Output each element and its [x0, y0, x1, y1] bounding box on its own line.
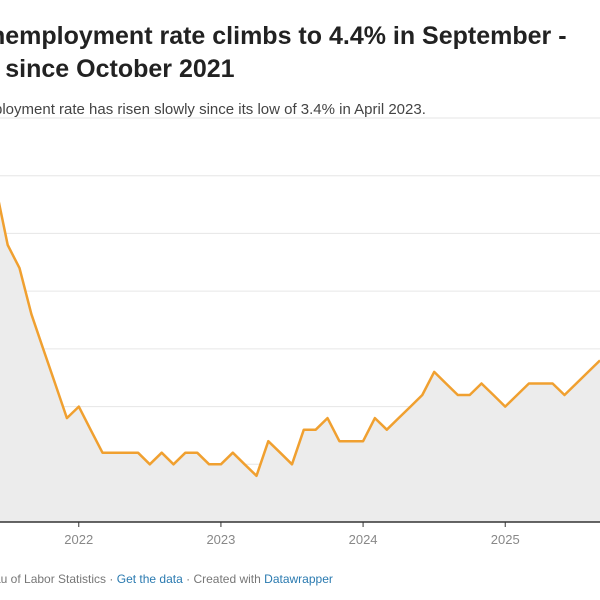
chart-title: nemployment rate climbs to 4.4% in Septe… — [0, 20, 600, 86]
footer-separator: · — [106, 572, 117, 586]
get-data-link[interactable]: Get the data — [116, 572, 183, 586]
series-area — [0, 207, 600, 522]
chart-title-line-1: nemployment rate climbs to 4.4% in Septe… — [0, 22, 567, 50]
source-text: au of Labor Statistics — [0, 572, 107, 586]
chart-footer: au of Labor Statistics · Get the data · … — [0, 572, 333, 586]
series-line — [0, 201, 600, 478]
x-tick-label: 2024 — [349, 532, 378, 547]
x-tick-label: 2023 — [206, 532, 235, 547]
x-tick-label: 2025 — [491, 532, 520, 547]
x-tick-label: 2022 — [64, 532, 93, 547]
chart-subtitle: ployment rate has risen slowly since its… — [0, 101, 426, 118]
chart-title-line-2: t since October 2021 — [0, 55, 235, 83]
datawrapper-link[interactable]: Datawrapper — [264, 572, 333, 586]
footer-created-with: · Created with — [182, 572, 265, 586]
